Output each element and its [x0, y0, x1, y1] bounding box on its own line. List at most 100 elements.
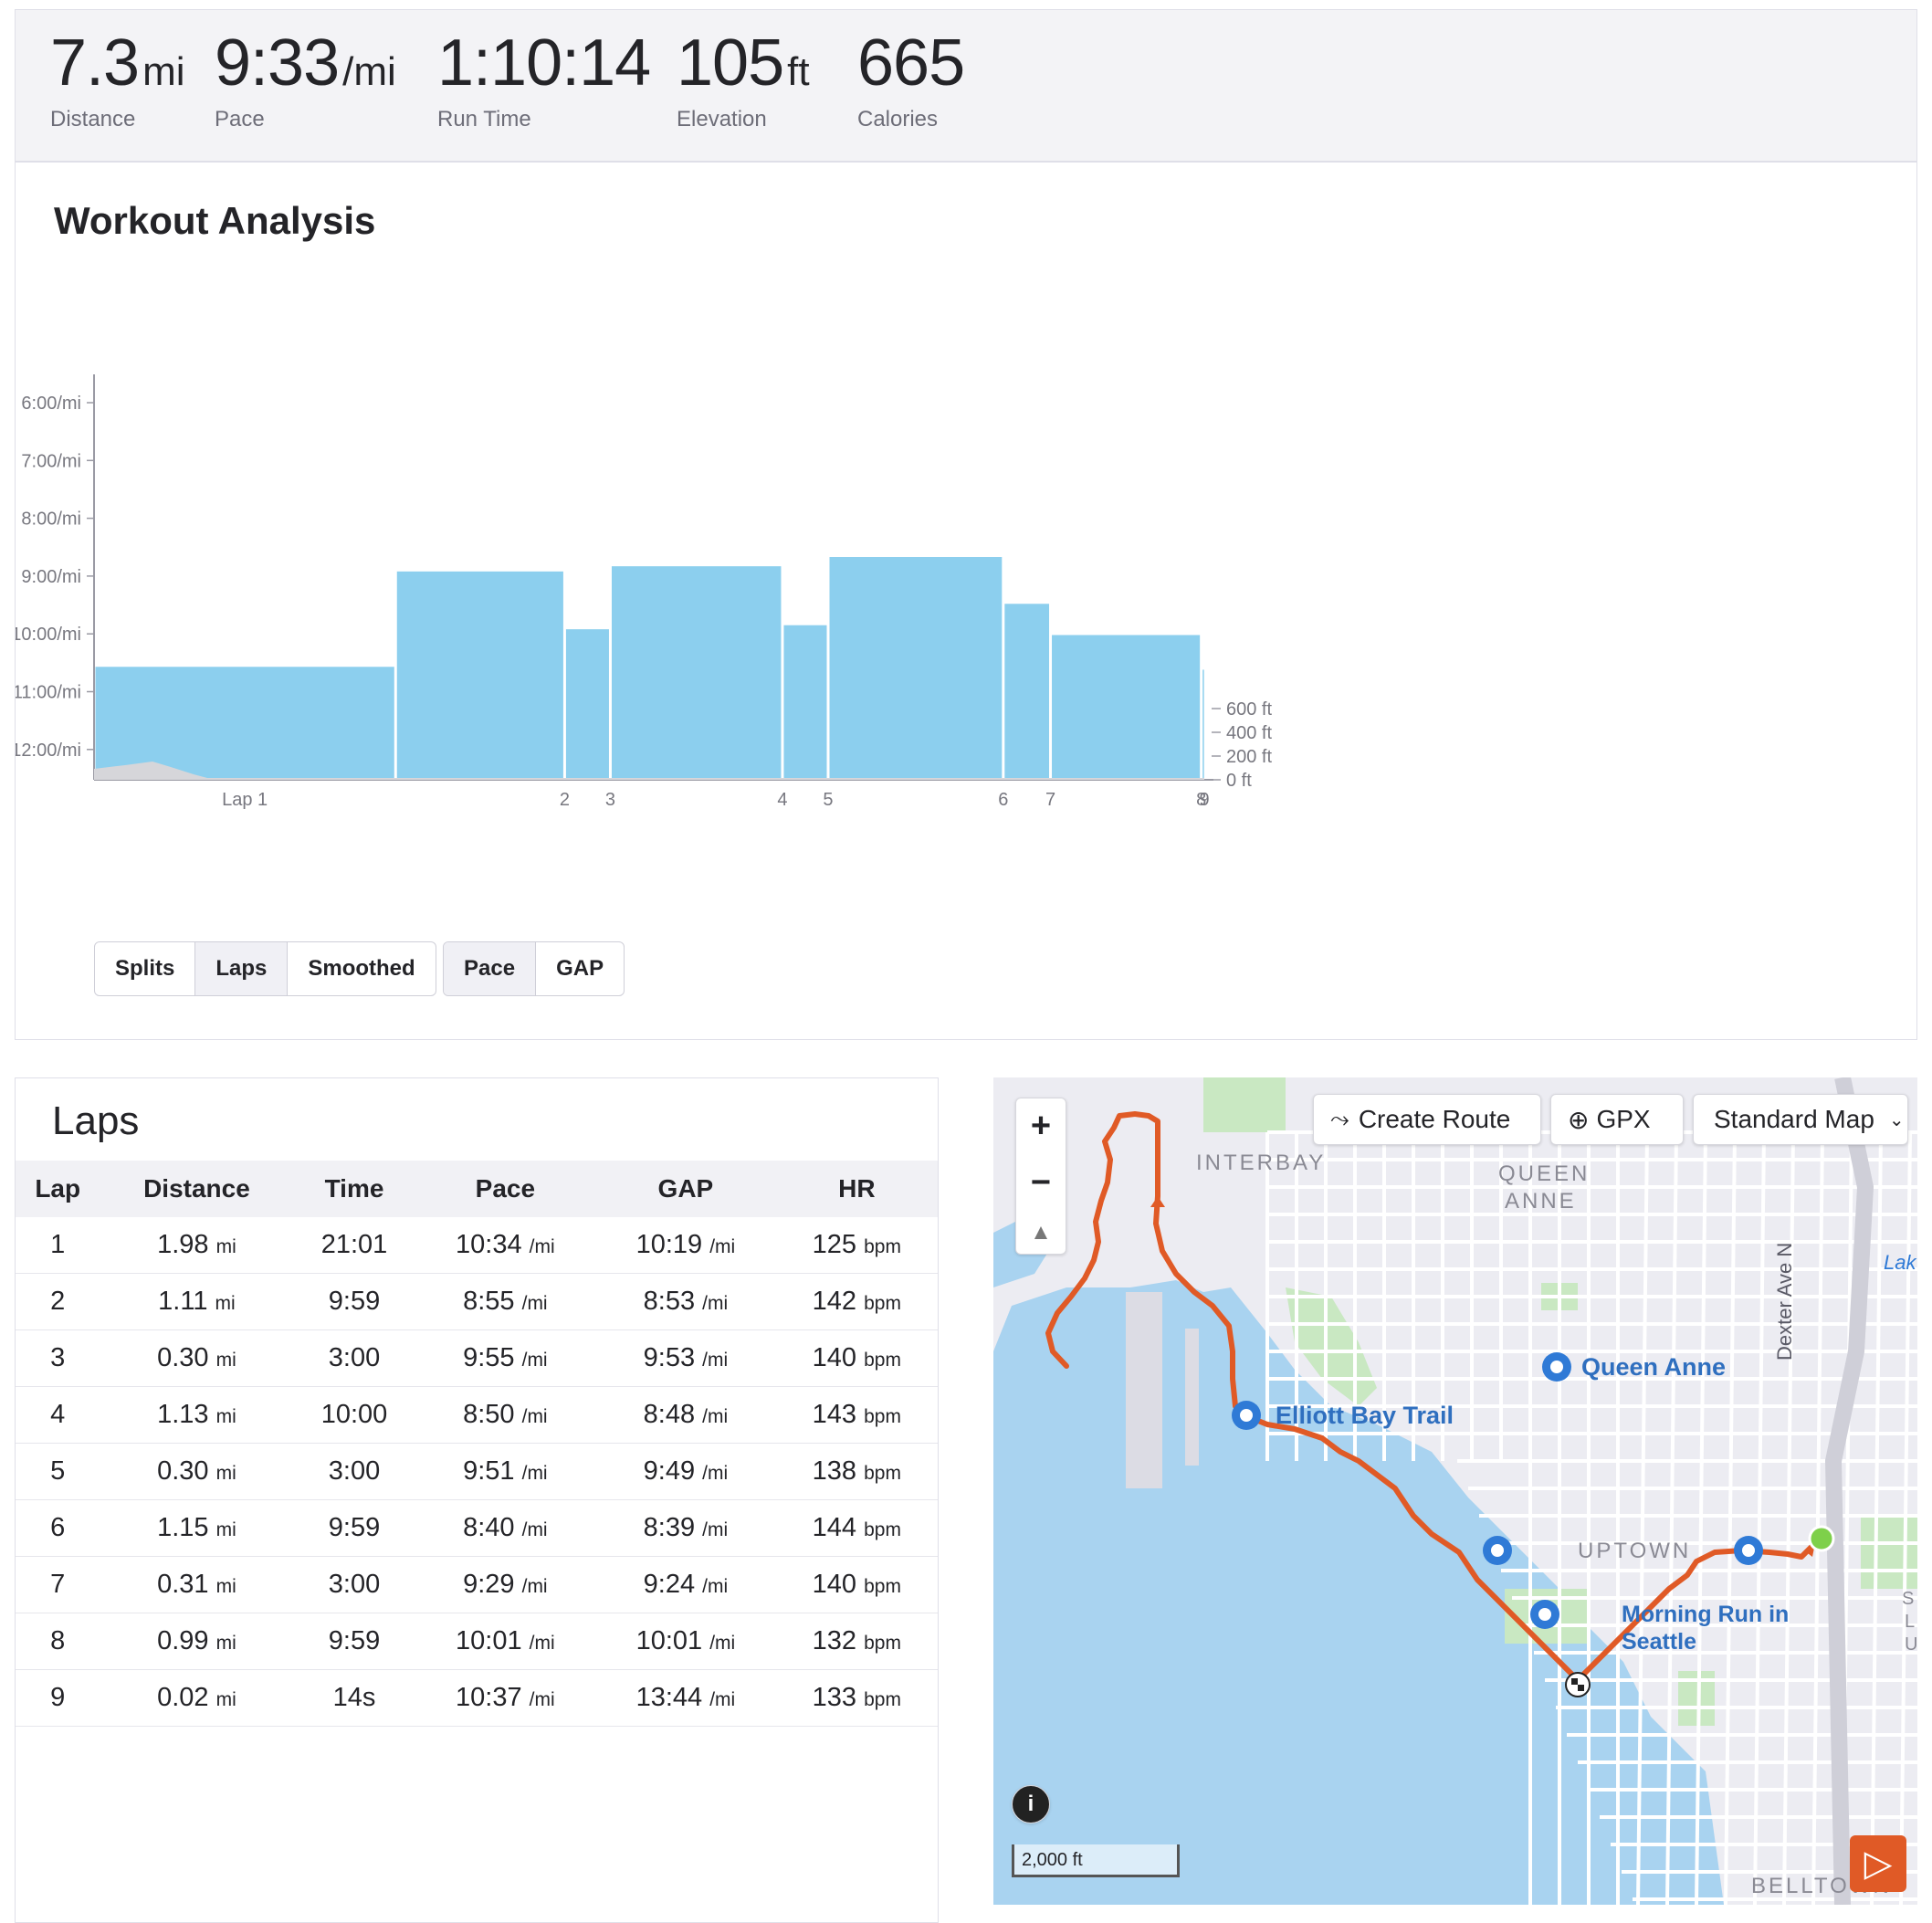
cell-value: 9:29	[463, 1570, 515, 1599]
cell-gap: 9:49 /mi	[595, 1443, 776, 1500]
cell-lap: 6	[16, 1499, 100, 1557]
gpx-button[interactable]: ⊕ GPX	[1550, 1094, 1684, 1145]
workout-analysis-panel: Workout Analysis 6:00/mi 7:00/mi 8:00/mi 9:…	[15, 162, 1917, 1040]
route-icon: ⤳	[1330, 1105, 1349, 1132]
cell-unit: /mi	[702, 1406, 729, 1427]
cell-unit: mi	[215, 1633, 236, 1654]
cell-lap: 9	[16, 1669, 100, 1727]
cell-value: 13:44	[635, 1683, 703, 1712]
y2-tick-label: 0 ft	[1226, 771, 1252, 791]
cell-time: 3:00	[293, 1443, 415, 1500]
poi-morning-run-2[interactable]: Seattle	[1622, 1629, 1696, 1655]
x-tick-label: 9	[1199, 790, 1209, 810]
cell-value: 8:40	[463, 1513, 515, 1542]
gap-button[interactable]: GAP	[556, 956, 604, 981]
stat-unit: /mi	[342, 49, 396, 94]
table-row: 8 0.99 mi 9:59 10:01 /mi 10:01 /mi 132 bpm	[16, 1613, 938, 1670]
cell-time: 9:59	[293, 1499, 415, 1557]
camera-icon[interactable]	[1734, 1536, 1763, 1565]
map-label-lake: Lak	[1884, 1251, 1916, 1274]
cell-value: 9	[50, 1683, 66, 1712]
compass-icon[interactable]: ▲	[1030, 1219, 1052, 1245]
cell-value: 140	[812, 1570, 857, 1599]
stat-label: Calories	[857, 107, 939, 131]
y2-tick-label: 200 ft	[1226, 747, 1272, 767]
cell-value: 140	[812, 1343, 857, 1372]
cell-value: 8:48	[643, 1400, 696, 1429]
smoothed-button[interactable]: Smoothed	[308, 956, 415, 981]
laps-title: Laps	[52, 1098, 140, 1143]
cell-time: 3:00	[293, 1329, 415, 1387]
cell-pace: 9:29 /mi	[415, 1556, 596, 1613]
camera-icon[interactable]	[1530, 1600, 1559, 1629]
cell-unit: /mi	[521, 1406, 548, 1427]
pier	[1126, 1292, 1162, 1488]
cell-lap: 2	[16, 1273, 100, 1330]
create-route-button[interactable]: ⤳ Create Route	[1313, 1094, 1541, 1145]
camera-icon[interactable]	[1542, 1352, 1571, 1382]
cell-value: 10:00	[320, 1400, 388, 1429]
cell-unit: mi	[215, 1236, 236, 1257]
camera-icon[interactable]	[1483, 1536, 1512, 1565]
zoom-in-icon[interactable]: +	[1030, 1107, 1052, 1146]
cell-pace: 10:37 /mi	[415, 1669, 596, 1727]
map-label-interbay: INTERBAY	[1196, 1151, 1327, 1175]
zoom-out-icon[interactable]: −	[1030, 1162, 1052, 1202]
x-tick-label: Lap 1	[222, 790, 268, 810]
cell-value: 1.98	[157, 1230, 209, 1259]
map-canvas[interactable]	[993, 1077, 1917, 1905]
info-icon[interactable]: i	[1012, 1785, 1050, 1823]
poi-elliott-bay-trail[interactable]: Elliott Bay Trail	[1276, 1402, 1454, 1429]
pace-button[interactable]: Pace	[444, 942, 537, 995]
col-gap: GAP	[595, 1161, 776, 1217]
table-row: 3 0.30 mi 3:00 9:55 /mi 9:53 /mi 140 bpm	[16, 1329, 938, 1387]
cell-gap: 8:39 /mi	[595, 1499, 776, 1557]
cell-lap: 8	[16, 1613, 100, 1670]
cell-lap: 7	[16, 1556, 100, 1613]
y-tick-label: 8:00/mi	[21, 510, 81, 530]
gpx-label: GPX	[1596, 1105, 1651, 1133]
map-label-anne: ANNE	[1505, 1189, 1577, 1214]
cell-unit: mi	[215, 1350, 236, 1371]
table-row: 7 0.31 mi 3:00 9:29 /mi 9:24 /mi 140 bpm	[16, 1556, 938, 1613]
cell-value: 125	[812, 1230, 857, 1259]
cell-value: 9:51	[463, 1456, 515, 1486]
cell-value: 8:39	[643, 1513, 696, 1542]
cell-hr: 142 bpm	[775, 1273, 938, 1330]
x-tick-label: 7	[1045, 790, 1055, 810]
stat-pace: 9:33/mi Pace	[215, 30, 396, 132]
cell-unit: bpm	[864, 1406, 901, 1427]
y-tick-label: 6:00/mi	[21, 394, 81, 414]
cell-unit: /mi	[702, 1519, 729, 1540]
cell-unit: /mi	[521, 1350, 548, 1371]
table-row: 9 0.02 mi 14s 10:37 /mi 13:44 /mi 133 bpm	[16, 1669, 938, 1727]
lap-bar	[1052, 635, 1201, 780]
splits-button[interactable]: Splits	[95, 942, 196, 995]
stat-value: 1:10:14	[437, 26, 651, 100]
cell-value: 10:19	[635, 1230, 703, 1259]
cell-value: 5	[50, 1456, 66, 1486]
cell-unit: mi	[215, 1519, 236, 1540]
cell-unit: /mi	[702, 1576, 729, 1597]
poi-morning-run[interactable]: Morning Run in	[1622, 1602, 1790, 1627]
laps-button[interactable]: Laps	[195, 942, 289, 995]
x-tick-label: 8	[1196, 790, 1206, 810]
lap-bar	[1202, 669, 1204, 780]
poi-queen-anne[interactable]: Queen Anne	[1581, 1353, 1727, 1381]
cell-unit: /mi	[529, 1236, 555, 1257]
col-pace: Pace	[415, 1161, 596, 1217]
cell-distance: 0.99 mi	[100, 1613, 294, 1670]
col-hr: HR	[775, 1161, 938, 1217]
cell-hr: 138 bpm	[775, 1443, 938, 1500]
cell-value: 133	[812, 1683, 857, 1712]
map-style-select[interactable]: Standard Map ⌄	[1693, 1094, 1908, 1145]
play-flyover-icon[interactable]: ▷	[1850, 1835, 1906, 1892]
cell-unit: /mi	[521, 1576, 548, 1597]
cell-unit: bpm	[864, 1633, 901, 1654]
cell-unit: /mi	[702, 1293, 729, 1314]
cell-gap: 10:19 /mi	[595, 1217, 776, 1274]
route-map[interactable]: INTERBAY QUEEN ANNE Queen Anne Elliott B…	[993, 1077, 1917, 1905]
camera-icon[interactable]	[1232, 1401, 1261, 1430]
x-tick-label: 2	[560, 790, 570, 810]
laps-panel: Laps Lap Distance Time Pace GAP HR 1 1.98…	[15, 1077, 939, 1923]
